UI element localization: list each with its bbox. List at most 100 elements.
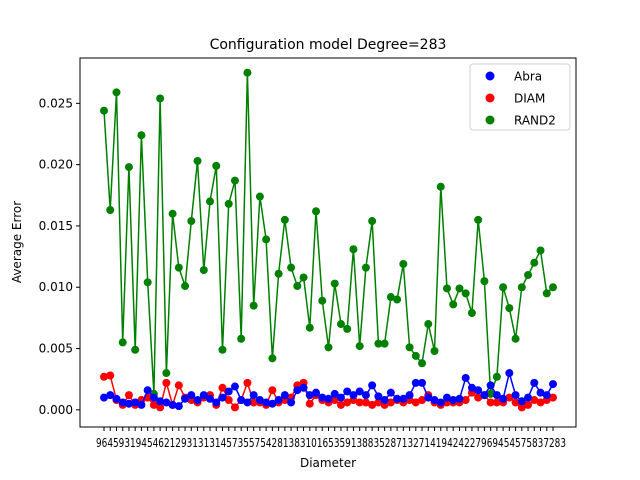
data-point [411, 351, 420, 360]
data-point [549, 283, 557, 292]
data-point [224, 387, 233, 396]
data-point [424, 393, 433, 402]
series-rand2 [100, 68, 557, 398]
y-tick-label: 0.000 [39, 403, 73, 417]
legend-marker [485, 93, 495, 103]
data-point [112, 394, 121, 403]
data-point [386, 388, 395, 397]
data-point [106, 206, 115, 215]
data-point [124, 391, 133, 400]
data-point [100, 393, 108, 402]
data-point [330, 396, 339, 405]
data-point [474, 393, 483, 402]
data-point [156, 397, 165, 406]
data-point [411, 398, 420, 407]
data-point [455, 284, 464, 293]
data-point [106, 391, 115, 400]
data-point [330, 389, 339, 398]
data-point [517, 397, 526, 406]
data-point [524, 393, 533, 402]
data-point [343, 398, 352, 407]
data-point [374, 398, 383, 407]
data-point [243, 378, 252, 387]
data-point [336, 320, 345, 329]
data-point [262, 398, 271, 407]
data-point [299, 383, 308, 392]
data-point [330, 279, 339, 288]
data-point [449, 300, 458, 309]
data-point [156, 403, 165, 412]
data-point [480, 391, 489, 400]
y-tick-label: 0.015 [39, 219, 73, 233]
data-point [305, 391, 314, 400]
data-point [137, 400, 146, 409]
data-point [467, 383, 476, 392]
legend-label: Abra [514, 70, 542, 84]
data-point [174, 381, 183, 390]
data-point [486, 398, 495, 407]
data-point [492, 398, 501, 407]
data-point [124, 163, 133, 172]
data-point [243, 398, 252, 407]
data-point [542, 289, 551, 298]
data-point [386, 293, 395, 302]
data-point [467, 308, 476, 317]
data-point [268, 354, 277, 363]
data-point [393, 394, 402, 403]
data-point [399, 259, 408, 268]
data-point [511, 398, 520, 407]
data-point [162, 378, 171, 387]
data-point [418, 378, 427, 387]
data-point [380, 339, 389, 348]
data-point [542, 391, 551, 400]
data-point [100, 372, 108, 381]
data-point [181, 282, 190, 291]
data-point [143, 278, 152, 287]
legend-box [469, 63, 571, 131]
data-point [430, 346, 439, 355]
data-point [455, 394, 464, 403]
data-point [237, 396, 246, 405]
data-point [118, 338, 127, 347]
data-point [324, 394, 333, 403]
data-point [511, 391, 520, 400]
data-point [318, 296, 327, 305]
data-point [436, 182, 445, 191]
legend-marker [485, 71, 495, 81]
x-axis-label: Diameter [300, 456, 356, 470]
data-point [255, 192, 264, 201]
data-point [168, 209, 177, 218]
legend-label: RAND2 [514, 114, 556, 128]
data-point [368, 381, 377, 390]
data-point [262, 235, 271, 244]
data-point [361, 398, 370, 407]
data-point [549, 393, 557, 402]
data-point [517, 403, 526, 412]
data-point [355, 387, 364, 396]
data-point [530, 378, 539, 387]
data-point [218, 383, 227, 392]
data-point [312, 388, 321, 397]
data-point [199, 391, 208, 400]
data-point [193, 156, 202, 165]
data-point [343, 387, 352, 396]
data-point [430, 396, 439, 405]
data-point [374, 392, 383, 401]
data-point [293, 386, 302, 395]
data-point [343, 324, 352, 333]
data-point [511, 334, 520, 343]
data-point [181, 394, 190, 403]
data-point [361, 391, 370, 400]
data-point [418, 396, 427, 405]
data-point [536, 398, 545, 407]
data-point [193, 396, 202, 405]
data-point [280, 215, 289, 224]
data-point [124, 399, 133, 408]
data-point [436, 398, 445, 407]
data-point [355, 398, 364, 407]
y-axis-ticks: 0.000 0.005 0.010 0.015 0.020 0.025 [39, 96, 80, 417]
data-point [399, 394, 408, 403]
data-point [393, 295, 402, 304]
data-point [187, 391, 196, 400]
